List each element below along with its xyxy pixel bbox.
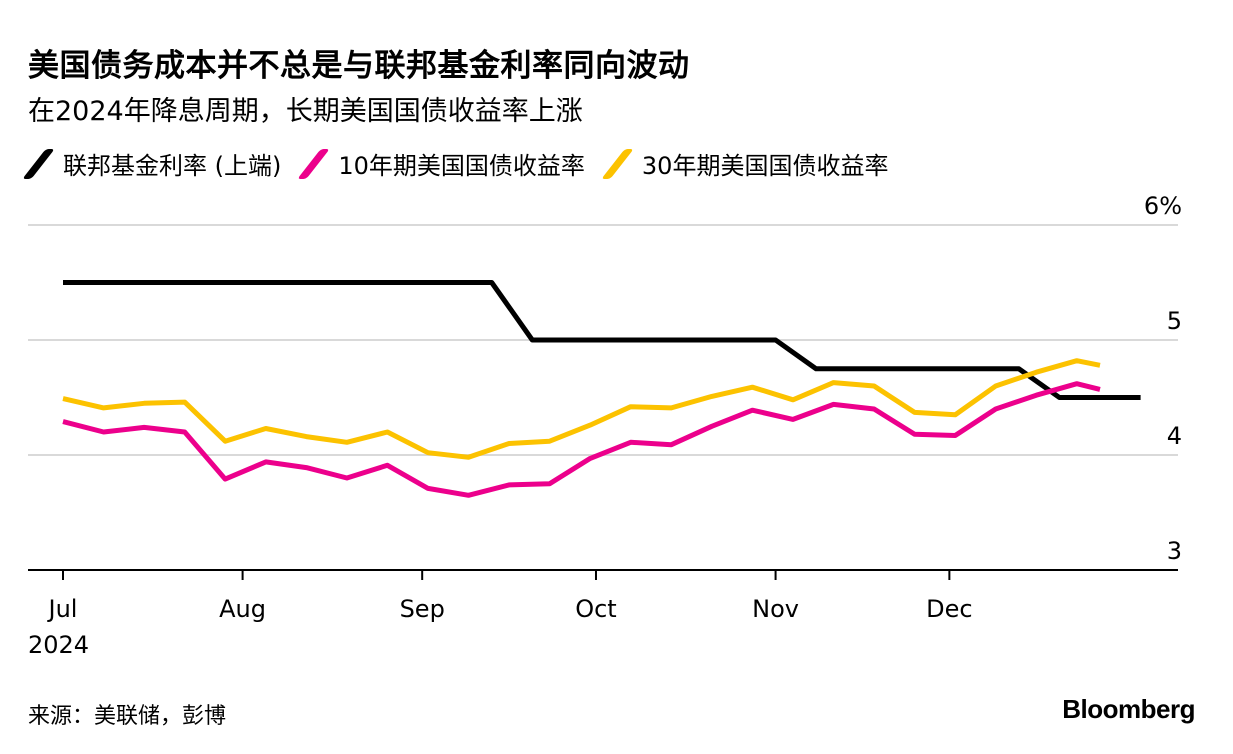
bloomberg-logo: Bloomberg	[1062, 694, 1195, 724]
legend-label-10y: 10年期美国国债收益率	[338, 152, 585, 180]
legend-item-10y: 10年期美国国债收益率	[297, 146, 585, 181]
x-tick-label-dec: Dec	[926, 595, 972, 623]
legend: 联邦基金利率 (上端) 10年期美国国债收益率 30年期美国国债收益率	[22, 146, 910, 181]
y-tick-label-4: 4	[1167, 422, 1182, 450]
series-line-2	[62, 358, 1101, 460]
x-tick-label-sep: Sep	[400, 595, 445, 623]
legend-item-30y: 30年期美国国债收益率	[601, 146, 889, 181]
legend-label-fed-funds: 联邦基金利率 (上端)	[63, 152, 282, 180]
x-tick-label-oct: Oct	[575, 595, 617, 623]
chart-subtitle: 在2024年降息周期，长期美国国债收益率上涨	[28, 96, 583, 127]
y-tick-label-3: 3	[1167, 537, 1182, 565]
y-tick-label-5: 5	[1167, 307, 1182, 335]
legend-item-fed-funds: 联邦基金利率 (上端)	[22, 146, 282, 181]
series-line-1	[62, 381, 1101, 498]
chart-title: 美国债务成本并不总是与联邦基金利率同向波动	[28, 48, 690, 84]
x-tick-sublabel-year: 2024	[28, 631, 89, 659]
x-tick-label-jul: Jul	[47, 595, 78, 623]
x-tick-label-nov: Nov	[752, 595, 799, 623]
y-tick-label-6: 6%	[1144, 192, 1182, 220]
x-tick-label-aug: Aug	[219, 595, 266, 623]
legend-label-30y: 30年期美国国债收益率	[641, 152, 889, 180]
source-note: 来源：美联储，彭博	[28, 704, 227, 729]
